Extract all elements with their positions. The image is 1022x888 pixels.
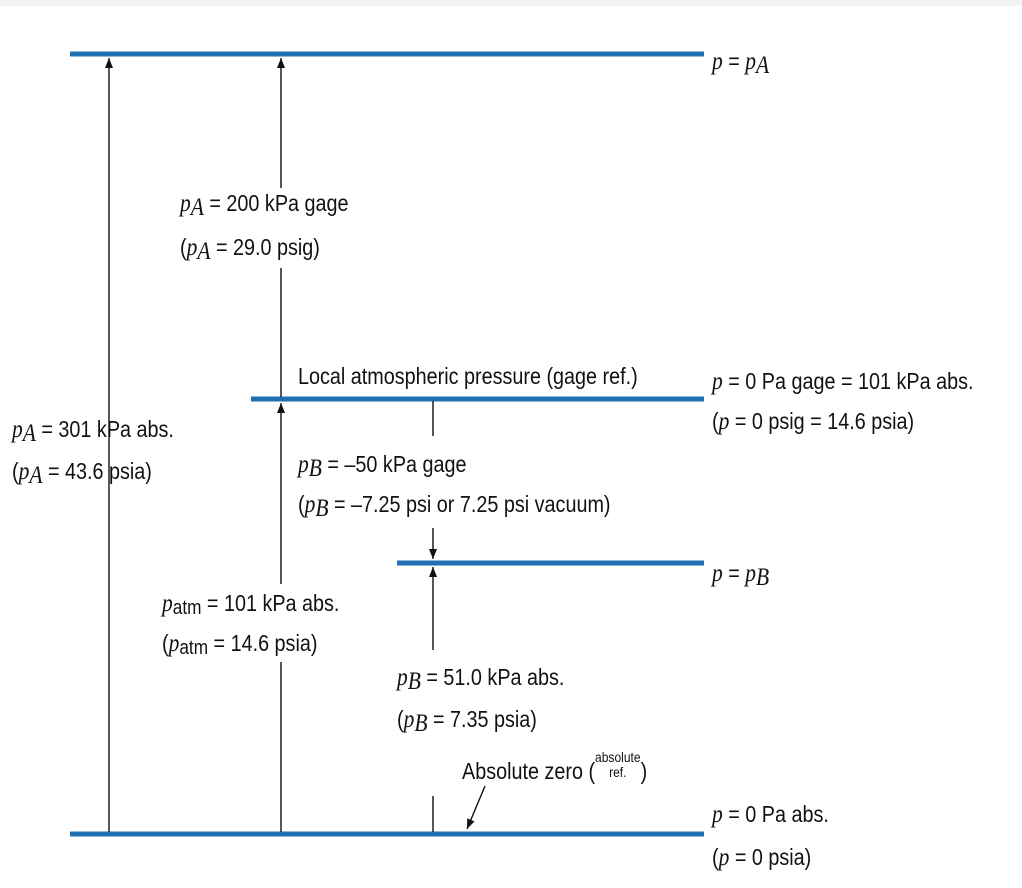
label-pa-abs: pA = 301 kPa abs.: [12, 416, 174, 447]
label-pb-gage: pB = –50 kPa gage: [298, 451, 467, 482]
label-pb-abs: pB = 51.0 kPa abs.: [397, 664, 565, 695]
label-p-equals-pa: p = pA: [712, 48, 770, 79]
label-pb-psia: (pB = 7.35 psia): [397, 706, 537, 737]
label-patm-psia: (patm = 14.6 psia): [162, 630, 318, 659]
label-p-equals-pb: p = pB: [712, 560, 770, 591]
label-p-zero-gage: p = 0 Pa gage = 101 kPa abs.: [712, 368, 974, 395]
label-pb-psi-vacuum: (pB = –7.25 psi or 7.25 psi vacuum): [298, 491, 611, 522]
label-p-zero-psig: (p = 0 psig = 14.6 psia): [712, 408, 915, 435]
label-pa-gage: pA = 200 kPa gage: [180, 190, 349, 221]
label-local-atmospheric-pressure: Local atmospheric pressure (gage ref.): [298, 363, 638, 389]
label-patm-abs: patm = 101 kPa abs.: [162, 590, 340, 619]
label-pa-psig: (pA = 29.0 psig): [180, 234, 320, 265]
label-p-zero-psia: (p = 0 psia): [712, 844, 812, 871]
label-absolute-zero: Absolute zero (absolute ref.): [462, 749, 648, 785]
absolute-zero-leader: [466, 785, 486, 830]
label-p-zero-abs: p = 0 Pa abs.: [712, 801, 829, 828]
top-band: [0, 0, 1022, 6]
label-pa-psia: (pA = 43.6 psia): [12, 458, 152, 489]
